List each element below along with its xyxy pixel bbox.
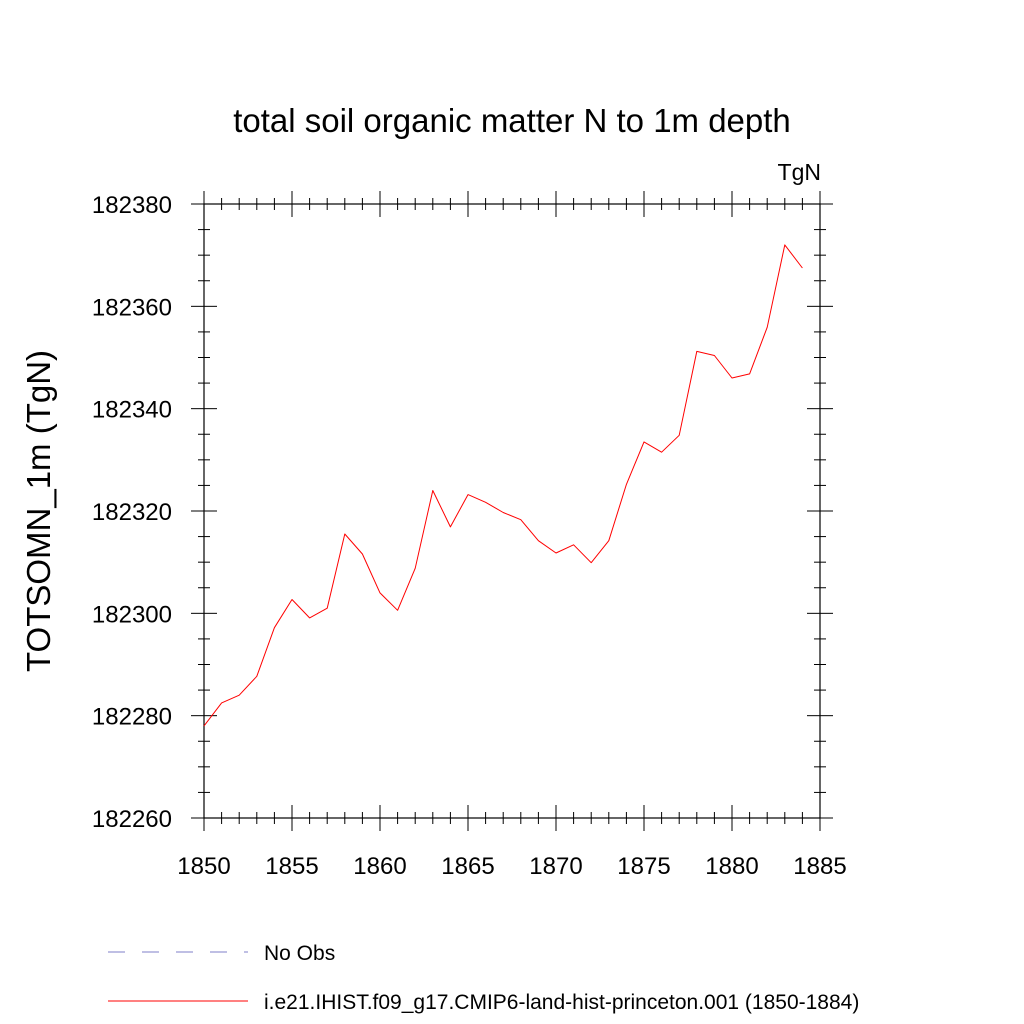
series-layer [203,244,803,727]
y-tick-label: 182300 [92,601,172,628]
legend-label: No Obs [264,942,335,965]
y-tick-label: 182280 [92,704,172,731]
axis-ticks [191,191,833,831]
y-tick-label: 182260 [92,806,172,833]
x-tick-label: 1850 [177,853,230,880]
series-line [203,244,803,727]
x-tick-label: 1865 [441,853,494,880]
x-tick-label: 1860 [353,853,406,880]
x-tick-label: 1855 [265,853,318,880]
x-tick-label: 1880 [705,853,758,880]
plot-frame [203,203,821,819]
y-tick-label: 182380 [92,192,172,219]
units-label: TgN [778,159,821,185]
x-tick-label: 1885 [793,853,846,880]
y-axis-label: TOTSOMN_1m (TgN) [20,350,57,672]
axis-tick-labels: 1850 1855 1860 1865 1870 1875 1880 1885 182260 18… [92,192,847,880]
x-tick-label: 1870 [529,853,582,880]
y-tick-label: 182320 [92,499,172,526]
chart-title: total soil organic matter N to 1m depth [233,102,791,139]
y-tick-label: 182340 [92,397,172,424]
legend-label: i.e21.IHIST.f09_g17.CMIP6-land-hist-prin… [264,991,859,1014]
y-tick-label: 182360 [92,294,172,321]
x-tick-label: 1875 [617,853,670,880]
legend: No Obs i.e21.IHIST.f09_g17.CMIP6-land-his… [108,942,859,1014]
